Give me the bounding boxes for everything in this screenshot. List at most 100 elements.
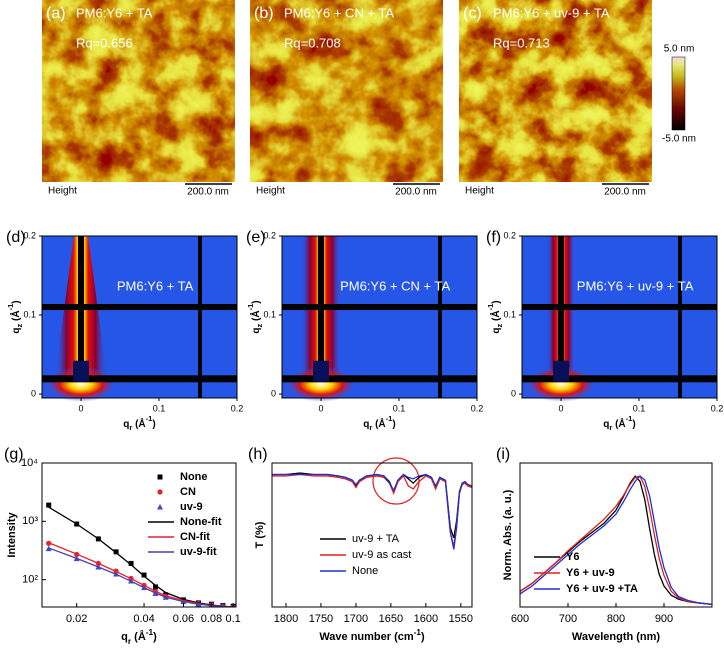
- label-part: ): [251, 300, 262, 303]
- roughness: Rq=0.656: [76, 35, 133, 50]
- scale-label: 200.0 nm: [395, 187, 437, 198]
- panel-label: (c): [463, 5, 482, 22]
- x-tick-label: 0.2: [711, 403, 724, 413]
- x-tick-label: 0.04: [133, 613, 154, 625]
- marker: [157, 489, 163, 495]
- panel-label: (d): [6, 229, 26, 246]
- beamstop: [313, 360, 329, 382]
- specular-glow: [525, 366, 597, 402]
- y-tick-label: 0: [31, 388, 36, 398]
- y-axis-label: Intensity: [6, 512, 18, 558]
- panel-label: (e): [246, 229, 266, 246]
- detector-gap: [198, 236, 202, 398]
- legend-label: None: [352, 565, 378, 577]
- x-tick-label: 0.1: [633, 403, 646, 413]
- y-axis-label: qz (Å-1): [246, 300, 264, 333]
- x-tick-label: 1700: [344, 613, 368, 625]
- y-tick-label: 0: [511, 388, 516, 398]
- x-axis-label: qr (Å-1): [363, 414, 395, 432]
- sample-label: PM6:Y6 + TA: [76, 5, 153, 20]
- label-part: q: [123, 419, 129, 430]
- legend-label: None: [180, 471, 208, 483]
- label-part: ): [392, 419, 395, 430]
- channel-label: Height: [48, 186, 77, 197]
- label-part: -1: [146, 414, 153, 423]
- sample-label: PM6:Y6 + CN + TA: [340, 278, 450, 293]
- label-part: q: [491, 328, 502, 334]
- x-tick-label: 0: [558, 403, 563, 413]
- label-part: ): [632, 419, 635, 430]
- highlight-circle: [372, 457, 420, 505]
- colorbar: [671, 56, 686, 131]
- y-axis-label: T (%): [254, 521, 266, 548]
- detector-gap: [282, 375, 477, 383]
- y-axis-label: qz (Å-1): [486, 300, 504, 333]
- label-part: -1: [414, 628, 422, 637]
- legend-label: CN: [180, 486, 196, 498]
- label-part: r: [609, 423, 612, 432]
- label-part: z: [15, 324, 24, 328]
- beamstop: [73, 360, 89, 382]
- frame: [41, 235, 238, 399]
- x-tick-label: 0: [318, 403, 323, 413]
- marker: [128, 560, 134, 566]
- label-part: -1: [6, 304, 15, 311]
- y-tick-label: 0.2: [23, 230, 36, 240]
- panel-label: (a): [46, 5, 66, 22]
- x-tick-label: 600: [511, 613, 529, 625]
- label-part: Wave number (cm: [319, 631, 414, 643]
- sample-label: PM6:Y6 + TA: [117, 278, 194, 293]
- marker: [141, 572, 147, 578]
- detector-gap: [42, 304, 237, 311]
- beamstop: [553, 360, 569, 382]
- detector-gap: [282, 304, 477, 311]
- colorbar-min: -5.0 nm: [662, 134, 696, 145]
- frame: [281, 235, 478, 399]
- x-tick-label: 1800: [274, 613, 298, 625]
- y-axis-label: qz (Å-1): [6, 300, 24, 333]
- beamstop: [78, 236, 84, 371]
- x-tick-label: 0: [78, 403, 83, 413]
- scale-label: 200.0 nm: [604, 187, 646, 198]
- label-part: q: [363, 419, 369, 430]
- marker: [46, 502, 52, 508]
- channel-label: Height: [465, 186, 494, 197]
- label-part: (Å: [489, 310, 502, 323]
- data-line: [272, 473, 472, 550]
- x-tick-label: 1750: [309, 613, 333, 625]
- detector-gap: [522, 304, 717, 311]
- legend-label: Y6 + uv-9 +TA: [566, 583, 638, 595]
- colorbar-max: 5.0 nm: [664, 44, 695, 55]
- label-part: -1: [386, 414, 393, 423]
- label-part: (Å: [9, 310, 22, 323]
- x-tick-label: 1550: [449, 613, 473, 625]
- sample-label: PM6:Y6 + CN + TA: [284, 5, 394, 20]
- label-part: q: [121, 631, 128, 643]
- roughness: Rq=0.708: [284, 35, 341, 50]
- specular-glow: [285, 366, 357, 402]
- label-part: z: [495, 324, 504, 328]
- detector-gap: [522, 375, 717, 383]
- sample-label: PM6:Y6 + uv-9 + TA: [577, 278, 694, 293]
- label-part: z: [255, 324, 264, 328]
- data-line: [520, 475, 712, 606]
- label-part: -1: [626, 414, 633, 423]
- label-part: q: [11, 328, 22, 334]
- detector-gap: [438, 236, 442, 398]
- y-tick-label: 0: [271, 388, 276, 398]
- label-part: r: [128, 637, 132, 646]
- data-line: [520, 475, 712, 606]
- x-tick-label: 1650: [379, 613, 403, 625]
- legend-label: None-fit: [180, 516, 222, 528]
- y-tick-label: 10³: [22, 515, 38, 527]
- x-axis-label: qr (Å-1): [603, 414, 635, 432]
- legend-label: uv-9: [180, 501, 203, 513]
- x-tick-label: 0.08: [201, 613, 222, 625]
- legend-label: uv-9 as cast: [352, 549, 411, 561]
- marker: [157, 504, 163, 510]
- panel-label: (h): [248, 446, 268, 463]
- x-tick-label: 1600: [414, 613, 438, 625]
- marker: [113, 549, 119, 555]
- marker: [153, 584, 159, 590]
- panel-label: (i): [496, 446, 510, 463]
